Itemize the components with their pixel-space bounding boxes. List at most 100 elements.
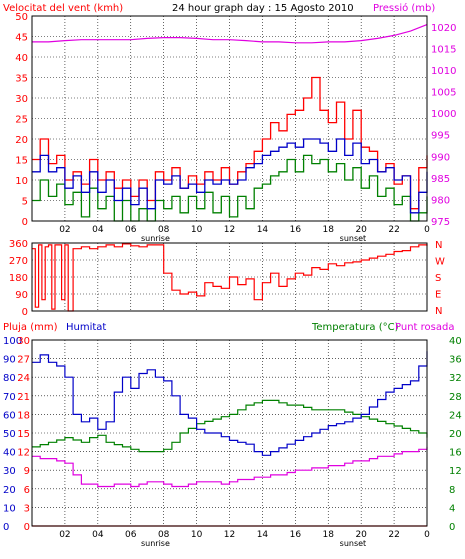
compass-label: W	[435, 257, 445, 268]
x-tick-label: 08	[158, 225, 170, 235]
x-tick-label: 14	[257, 530, 269, 540]
sunrise-marker: sunrise	[141, 234, 170, 243]
humidity-tick: 90	[3, 355, 16, 366]
y-right-tick: 995	[431, 131, 450, 142]
x-tick-label: 0	[424, 530, 430, 540]
humidity-tick: 50	[3, 429, 16, 440]
direction-tick: 360	[9, 239, 28, 250]
dewpoint-axis-title: Punt rosada	[395, 322, 454, 333]
y-left-tick: 15	[15, 156, 28, 167]
temperature-tick: 32	[449, 373, 462, 384]
x-tick-label: 16	[290, 225, 302, 235]
x-tick-label: 04	[92, 225, 104, 235]
rain-axis-title: Pluja (mm)	[3, 322, 58, 333]
temperature-tick: 36	[449, 355, 462, 366]
x-tick-label: 10	[191, 225, 203, 235]
y-left-tick: 20	[15, 135, 28, 146]
rain-tick: 21	[17, 392, 30, 403]
temperature-tick: 12	[449, 466, 462, 477]
rain-humidity-temp-panel: 0102030405060708090100036912151821242730…	[3, 336, 462, 548]
humidity-tick: 80	[3, 373, 16, 384]
x-tick-label: 22	[388, 225, 399, 235]
x-tick-label: 12	[224, 530, 235, 540]
y-left-tick: 10	[15, 176, 28, 187]
rain-tick: 15	[17, 429, 30, 440]
x-tick-label: 16	[290, 530, 302, 540]
wind-pressure-panel: 0510152025303540455097598098599099510001…	[15, 12, 456, 243]
direction-tick: 270	[9, 256, 28, 267]
wind-direction-line	[32, 243, 428, 312]
plot-frame	[31, 15, 428, 222]
x-tick-label: 06	[125, 225, 137, 235]
wind-axis-title: Velocitat del vent (kmh)	[3, 3, 123, 14]
y-left-tick: 50	[15, 12, 28, 23]
y-left-tick: 35	[15, 74, 28, 85]
humidity-tick: 100	[3, 336, 22, 347]
rain-tick: 30	[17, 336, 30, 347]
y-left-tick: 40	[15, 53, 28, 64]
x-tick-label: 10	[191, 530, 203, 540]
x-tick-label: 02	[59, 225, 70, 235]
x-tick-label: 12	[224, 225, 235, 235]
temperature-tick: 0	[449, 522, 455, 533]
direction-tick: 90	[15, 290, 28, 301]
wind-avg-line	[32, 138, 428, 214]
y-right-tick: 1020	[431, 23, 456, 34]
humidity-tick: 70	[3, 392, 16, 403]
y-right-tick: 1010	[431, 66, 456, 77]
rain-tick: 6	[24, 485, 30, 496]
humidity-tick: 0	[3, 522, 9, 533]
humidity-tick: 30	[3, 466, 16, 477]
temperature-tick: 16	[449, 448, 462, 459]
plot-frame	[31, 242, 428, 312]
temperature-tick: 20	[449, 429, 462, 440]
compass-label: N	[435, 240, 442, 251]
x-tick-label: 02	[59, 530, 70, 540]
temperature-tick: 24	[449, 410, 462, 421]
compass-label: E	[435, 290, 441, 301]
plot-frame	[31, 339, 428, 527]
temperature-tick: 8	[449, 485, 455, 496]
rain-tick: 18	[17, 410, 30, 421]
pressure-line	[32, 24, 428, 44]
y-right-tick: 1000	[431, 109, 456, 120]
compass-label: N	[435, 306, 442, 317]
x-tick-label: 20	[355, 530, 367, 540]
temperature-tick: 40	[449, 336, 462, 347]
rain-tick: 24	[17, 373, 30, 384]
wind-min-line	[32, 154, 428, 222]
x-tick-label: 18	[323, 530, 335, 540]
rain-tick: 0	[24, 522, 30, 533]
humidity-axis-title: Humitat	[66, 322, 106, 333]
y-right-tick: 980	[431, 195, 450, 206]
temperature-line	[32, 399, 428, 453]
graph-title: 24 hour graph day : 15 Agosto 2010	[172, 3, 354, 14]
y-left-tick: 5	[22, 197, 28, 208]
pressure-axis-title: Pressió (mb)	[373, 2, 435, 14]
y-right-tick: 975	[431, 217, 450, 228]
temperature-axis-title: Temperatura (°C)	[311, 322, 399, 333]
rain-tick: 12	[17, 448, 30, 459]
rain-tick: 3	[24, 503, 30, 514]
humidity-tick: 40	[3, 448, 16, 459]
x-tick-label: 20	[355, 225, 367, 235]
humidity-tick: 10	[3, 503, 16, 514]
y-left-tick: 0	[22, 217, 28, 228]
y-right-tick: 1015	[431, 44, 456, 55]
y-right-tick: 1005	[431, 88, 456, 99]
y-right-tick: 990	[431, 152, 450, 163]
humidity-line	[32, 351, 428, 456]
x-tick-label: 14	[257, 225, 269, 235]
temperature-tick: 28	[449, 392, 462, 403]
x-tick-label: 06	[125, 530, 137, 540]
y-left-tick: 25	[15, 115, 28, 126]
x-tick-label: 04	[92, 530, 104, 540]
direction-tick: 0	[22, 307, 28, 318]
dewpoint-line	[32, 446, 428, 488]
humidity-tick: 60	[3, 410, 16, 421]
sunset-marker: sunset	[340, 539, 367, 548]
compass-label: S	[435, 273, 441, 284]
x-tick-label: 18	[323, 225, 335, 235]
